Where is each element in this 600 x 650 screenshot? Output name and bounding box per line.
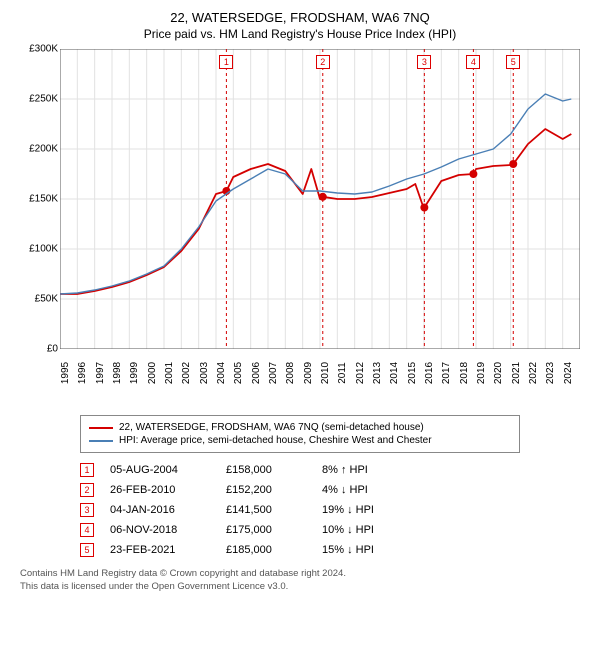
transaction-delta: 10% ↓ HPI: [322, 524, 412, 536]
y-tick-label: £200K: [29, 144, 58, 155]
chart-area: £0£50K£100K£150K£200K£250K£300K199519961…: [20, 49, 580, 369]
transaction-price: £152,200: [226, 484, 306, 496]
transaction-price: £175,000: [226, 524, 306, 536]
legend-label: 22, WATERSEDGE, FRODSHAM, WA6 7NQ (semi-…: [119, 422, 424, 433]
x-tick-label: 2016: [424, 362, 435, 384]
transaction-date: 23-FEB-2021: [110, 544, 210, 556]
x-tick-label: 2014: [389, 362, 400, 384]
x-tick-label: 2001: [164, 362, 175, 384]
x-tick-label: 2005: [233, 362, 244, 384]
transaction-price: £185,000: [226, 544, 306, 556]
y-tick-label: £0: [47, 344, 58, 355]
transaction-row: 2 26-FEB-2010 £152,200 4% ↓ HPI: [80, 483, 520, 497]
legend-swatch: [89, 440, 113, 442]
y-tick-label: £100K: [29, 244, 58, 255]
x-tick-label: 2020: [493, 362, 504, 384]
transactions-table: 1 05-AUG-2004 £158,000 8% ↑ HPI 2 26-FEB-2010…: [80, 463, 520, 557]
legend-box: 22, WATERSEDGE, FRODSHAM, WA6 7NQ (semi-…: [80, 415, 520, 453]
transaction-delta: 19% ↓ HPI: [322, 504, 412, 516]
x-tick-label: 2018: [459, 362, 470, 384]
event-marker-5: 5: [506, 55, 520, 69]
transaction-row: 1 05-AUG-2004 £158,000 8% ↑ HPI: [80, 463, 520, 477]
y-tick-label: £50K: [35, 294, 58, 305]
transaction-delta: 15% ↓ HPI: [322, 544, 412, 556]
x-tick-label: 2017: [441, 362, 452, 384]
y-tick-label: £300K: [29, 44, 58, 55]
x-tick-label: 2011: [337, 362, 348, 384]
event-marker-2: 2: [316, 55, 330, 69]
transaction-price: £141,500: [226, 504, 306, 516]
transaction-row: 3 04-JAN-2016 £141,500 19% ↓ HPI: [80, 503, 520, 517]
transaction-marker: 1: [80, 463, 94, 477]
transaction-row: 5 23-FEB-2021 £185,000 15% ↓ HPI: [80, 543, 520, 557]
x-tick-label: 2024: [563, 362, 574, 384]
transaction-date: 04-JAN-2016: [110, 504, 210, 516]
x-tick-label: 2010: [320, 362, 331, 384]
x-tick-label: 2015: [407, 362, 418, 384]
transaction-row: 4 06-NOV-2018 £175,000 10% ↓ HPI: [80, 523, 520, 537]
footer-line-1: Contains HM Land Registry data © Crown c…: [20, 567, 580, 580]
x-tick-label: 1999: [129, 362, 140, 384]
legend-item: 22, WATERSEDGE, FRODSHAM, WA6 7NQ (semi-…: [89, 422, 511, 433]
x-tick-label: 1995: [60, 362, 71, 384]
x-tick-label: 2006: [251, 362, 262, 384]
transaction-price: £158,000: [226, 464, 306, 476]
event-marker-1: 1: [219, 55, 233, 69]
x-tick-label: 2000: [147, 362, 158, 384]
chart-svg: [60, 49, 580, 349]
chart-subtitle: Price paid vs. HM Land Registry's House …: [8, 27, 592, 41]
event-marker-3: 3: [417, 55, 431, 69]
legend-label: HPI: Average price, semi-detached house,…: [119, 435, 432, 446]
transaction-date: 05-AUG-2004: [110, 464, 210, 476]
x-tick-label: 2003: [199, 362, 210, 384]
x-tick-label: 2008: [285, 362, 296, 384]
footer-attribution: Contains HM Land Registry data © Crown c…: [20, 567, 580, 594]
footer-line-2: This data is licensed under the Open Gov…: [20, 580, 580, 593]
x-tick-label: 2009: [303, 362, 314, 384]
transaction-date: 26-FEB-2010: [110, 484, 210, 496]
transaction-marker: 3: [80, 503, 94, 517]
legend-swatch: [89, 427, 113, 429]
transaction-date: 06-NOV-2018: [110, 524, 210, 536]
x-tick-label: 2004: [216, 362, 227, 384]
transaction-marker: 2: [80, 483, 94, 497]
transaction-delta: 4% ↓ HPI: [322, 484, 412, 496]
legend-item: HPI: Average price, semi-detached house,…: [89, 435, 511, 446]
x-tick-label: 2019: [476, 362, 487, 384]
y-tick-label: £150K: [29, 194, 58, 205]
x-tick-label: 2007: [268, 362, 279, 384]
x-tick-label: 2021: [511, 362, 522, 384]
y-tick-label: £250K: [29, 94, 58, 105]
x-tick-label: 2012: [355, 362, 366, 384]
transaction-marker: 5: [80, 543, 94, 557]
transaction-delta: 8% ↑ HPI: [322, 464, 412, 476]
x-tick-label: 2002: [181, 362, 192, 384]
x-tick-label: 1998: [112, 362, 123, 384]
chart-title: 22, WATERSEDGE, FRODSHAM, WA6 7NQ: [8, 10, 592, 25]
transaction-marker: 4: [80, 523, 94, 537]
x-tick-label: 1997: [95, 362, 106, 384]
x-tick-label: 2013: [372, 362, 383, 384]
x-tick-label: 2023: [545, 362, 556, 384]
x-tick-label: 1996: [77, 362, 88, 384]
event-marker-4: 4: [466, 55, 480, 69]
x-tick-label: 2022: [528, 362, 539, 384]
